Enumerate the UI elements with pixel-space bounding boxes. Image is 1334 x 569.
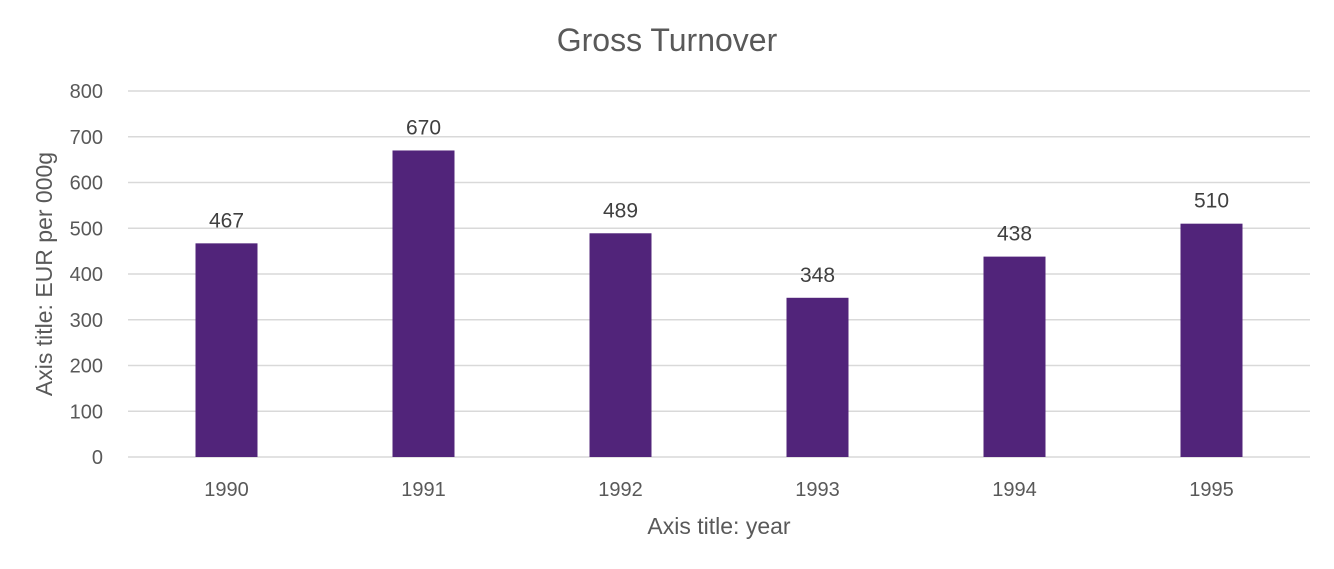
gridlines [128,90,1310,458]
y-tick-label: 100 [70,401,103,423]
bar-1993 [786,297,849,457]
x-axis-title: Axis title: year [647,513,790,539]
y-tick-label: 400 [70,264,103,286]
y-axis-title: Axis title: EUR per 000g [31,152,57,396]
data-label-1992: 489 [603,199,638,222]
y-tick-label: 200 [70,356,103,378]
y-tick-label: 700 [70,127,103,149]
data-label-1991: 670 [406,116,441,139]
bar-1992 [589,233,652,457]
y-tick-label: 0 [92,447,103,469]
chart-title: Gross Turnover [557,22,778,58]
x-axis-ticks: 1990 1991 1992 1993 1994 1995 [204,479,1234,501]
bars [195,150,1243,457]
y-tick-label: 300 [70,310,103,332]
x-tick-label: 1994 [992,479,1037,501]
x-tick-label: 1995 [1189,479,1234,501]
bar-1990 [195,243,258,457]
data-label-1994: 438 [997,223,1032,246]
data-label-1993: 348 [800,264,835,287]
y-tick-label: 500 [70,218,103,240]
x-tick-label: 1991 [401,479,446,501]
bar-1994 [983,256,1046,457]
x-tick-label: 1990 [204,479,249,501]
x-tick-label: 1992 [598,479,643,501]
bar-1991 [392,150,455,457]
y-tick-label: 600 [70,173,103,195]
x-tick-label: 1993 [795,479,840,501]
y-tick-label: 800 [70,81,103,103]
data-label-1995: 510 [1194,190,1229,213]
data-label-1990: 467 [209,209,244,232]
y-axis-ticks: 0 100 200 300 400 500 600 700 800 [70,81,103,469]
data-labels: 467 670 489 348 438 510 [209,116,1229,286]
bar-1995 [1180,223,1243,457]
